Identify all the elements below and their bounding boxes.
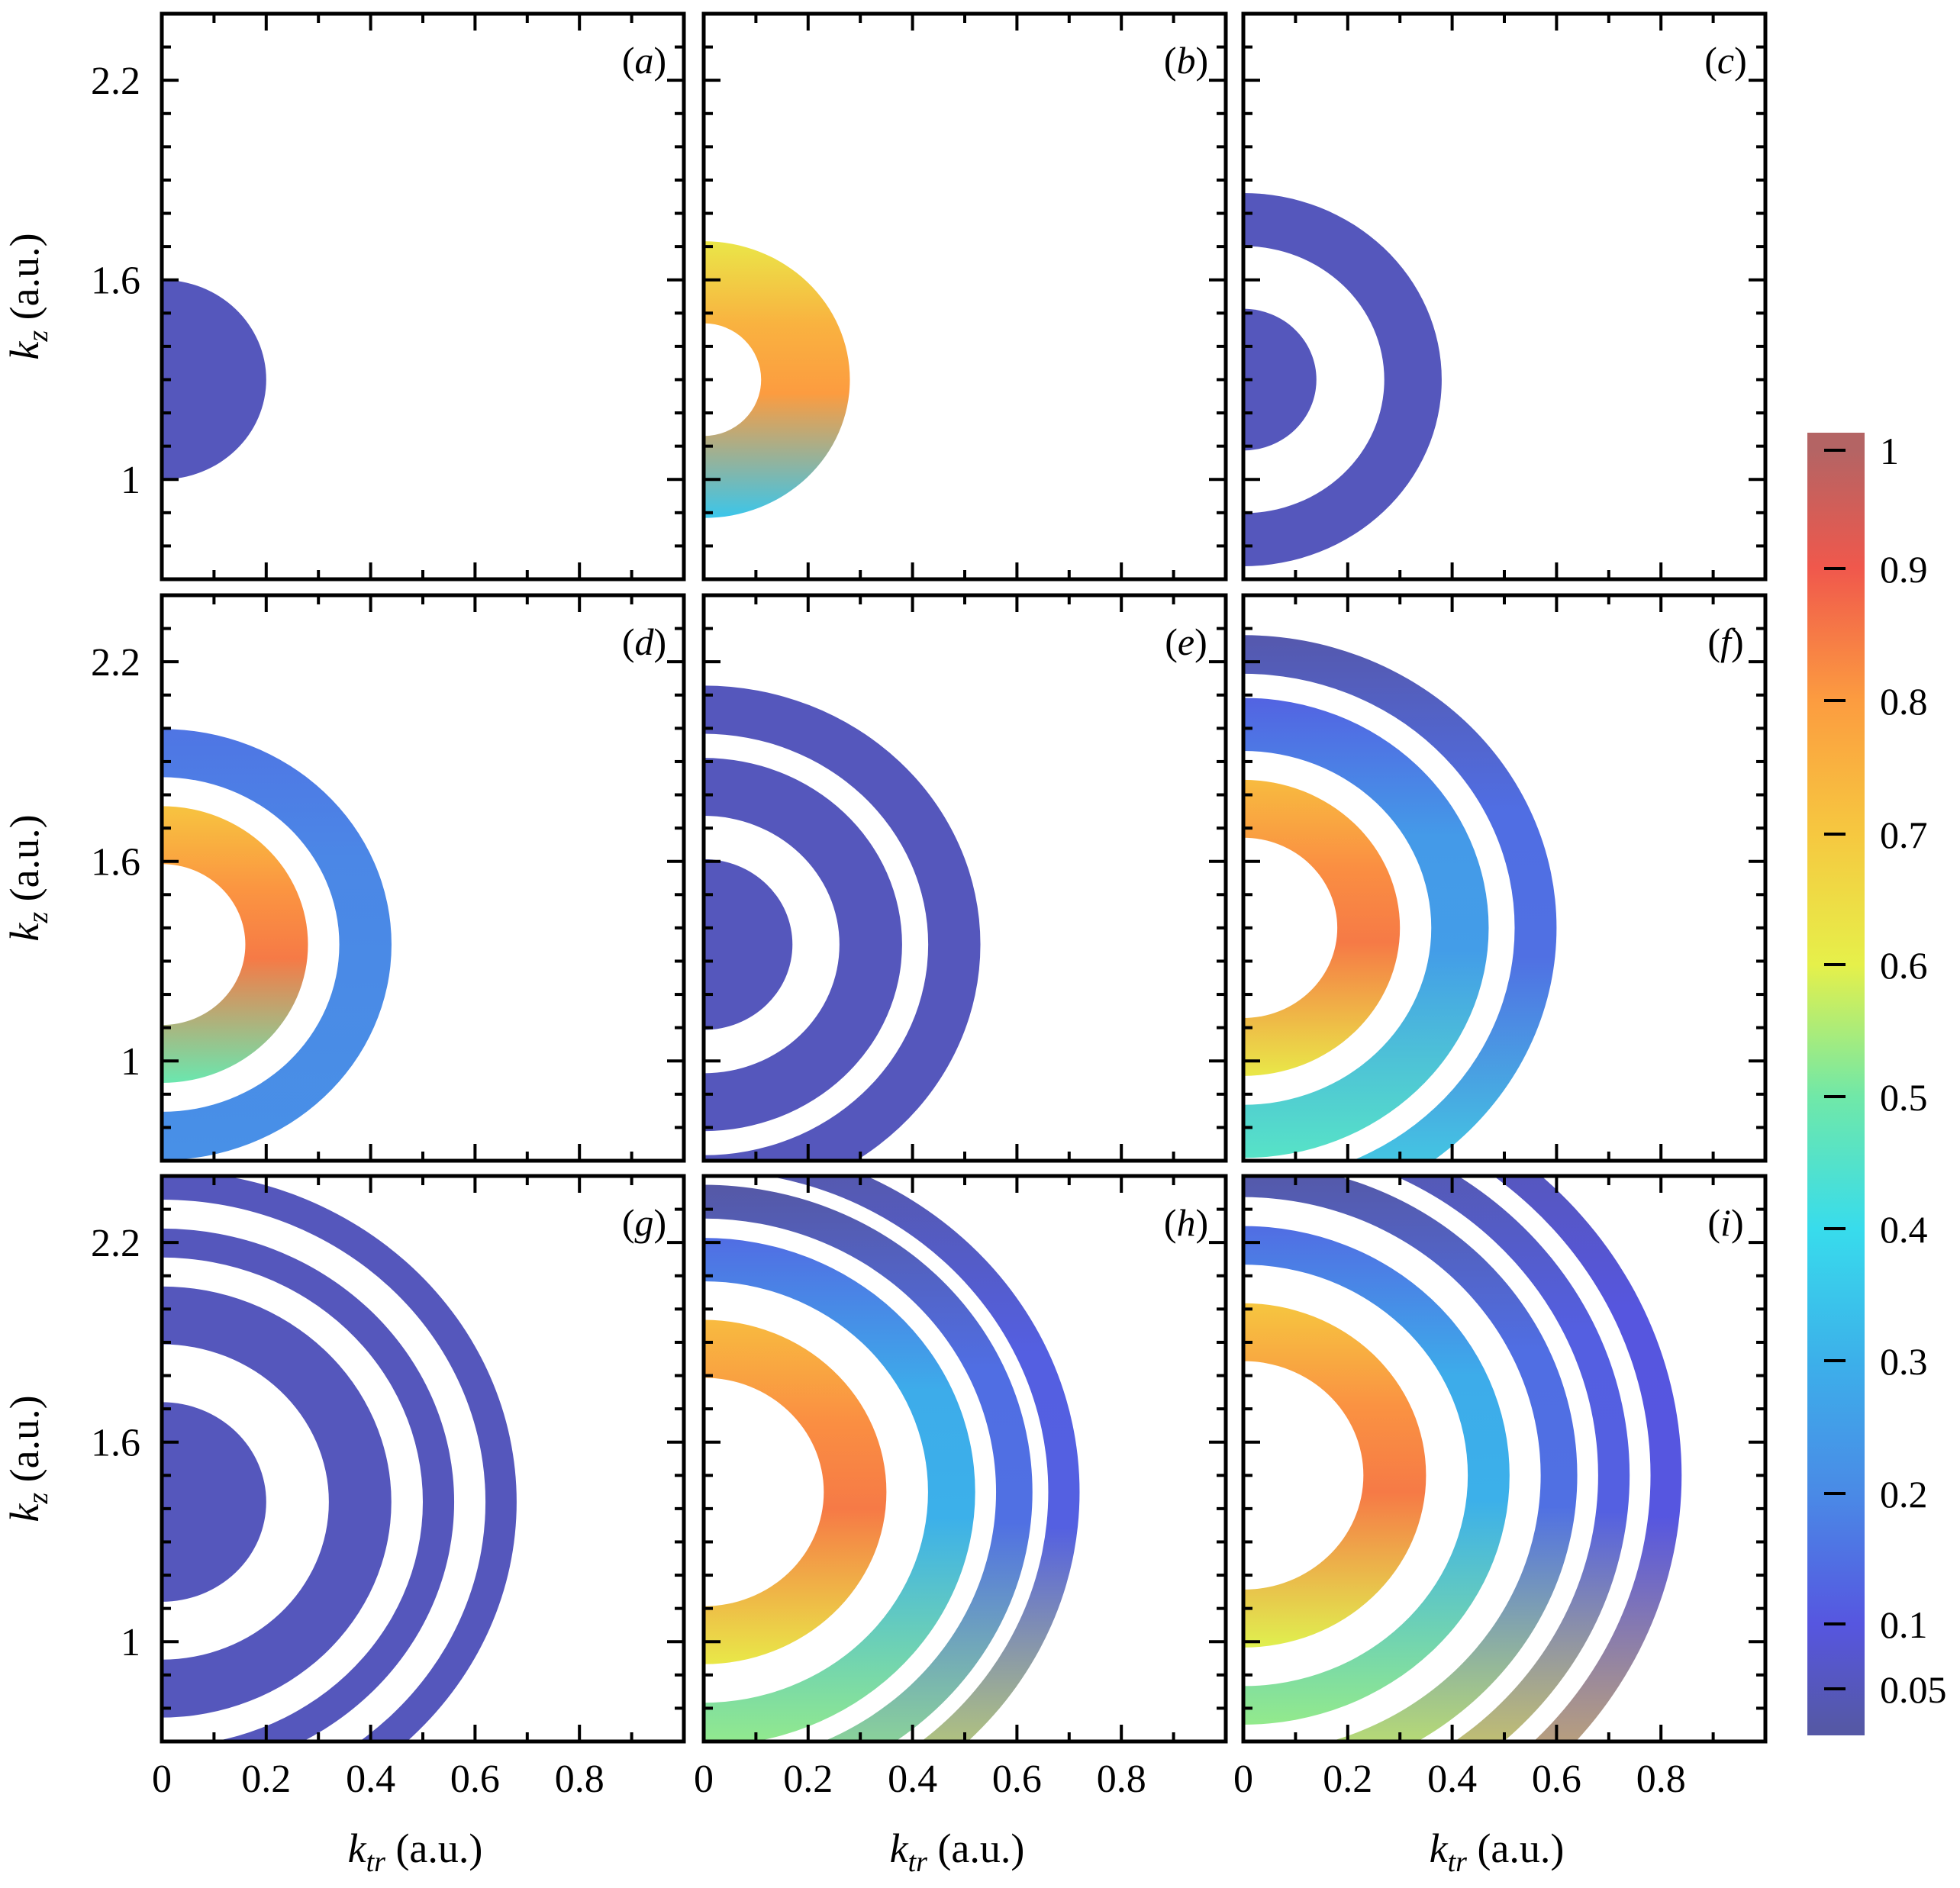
- x-tick-label: 0: [694, 1758, 714, 1801]
- ring-band: [162, 806, 308, 1084]
- panel-label: (g): [622, 1201, 666, 1244]
- panel-h: (h) 0 0.2 0.4 0.6 0.8: [694, 1174, 1228, 1801]
- ring-band: [162, 279, 266, 480]
- panel-label: (a): [622, 39, 666, 82]
- y-tick-label: 1.6: [91, 259, 140, 303]
- colorbar-tick-label: 0.3: [1880, 1340, 1928, 1383]
- ring-band: [162, 729, 392, 1161]
- panel-label: (c): [1704, 39, 1747, 82]
- y-tick-label: 2.2: [91, 641, 140, 685]
- ring-band: [704, 859, 793, 1030]
- y-tick-label: 2.2: [91, 60, 140, 103]
- x-tick-label: 0.6: [1532, 1758, 1581, 1801]
- x-axis-label: ktr (a.u.): [348, 1825, 483, 1878]
- panel-e: (e): [701, 593, 1228, 1163]
- y-axis-label: kz (a.u.): [2, 233, 54, 359]
- x-tick-label: 0.2: [1323, 1758, 1372, 1801]
- x-tick-label: 0.4: [888, 1758, 937, 1801]
- panel-g: (g) 1 1.6 2.2 0 0.2 0.4 0.6 0.8: [91, 1174, 686, 1801]
- colorbar-gradient: [1807, 433, 1865, 1735]
- ring-band: [162, 1286, 392, 1718]
- colorbar-tick-label: 0.7: [1880, 814, 1928, 856]
- panel-label: (f): [1707, 620, 1743, 663]
- y-axis-label: kz (a.u.): [2, 1395, 54, 1522]
- x-tick-label: 0.6: [450, 1758, 500, 1801]
- x-tick-label: 0: [1233, 1758, 1253, 1801]
- x-tick-label: 0.8: [555, 1758, 604, 1801]
- ring-band: [1243, 698, 1489, 1158]
- ring-band: [704, 1238, 975, 1741]
- ring-band: [704, 685, 981, 1161]
- panel-label: (d): [622, 620, 666, 663]
- colorbar-tick-label: 0.9: [1880, 548, 1928, 591]
- y-tick-label: 1: [121, 1040, 140, 1084]
- y-tick-label: 1: [121, 1621, 140, 1664]
- panel-c: (c): [1241, 11, 1768, 582]
- x-tick-label: 0.6: [992, 1758, 1042, 1801]
- colorbar-tick-label: 0.6: [1880, 944, 1928, 987]
- panel-i: (i) 0 0.2 0.4 0.6 0.8: [1233, 1174, 1768, 1801]
- colorbar: 1 0.9 0.8 0.7 0.6 0.5 0.4 0.3 0.2 0.1 0.05: [1807, 430, 1947, 1735]
- panel-a: (a) 1 1.6 2.2: [91, 11, 686, 582]
- x-axis-label: ktr (a.u.): [890, 1825, 1025, 1878]
- ring-band: [704, 1319, 887, 1664]
- ring-band: [704, 241, 850, 518]
- y-axis-label: kz (a.u.): [2, 814, 54, 941]
- x-tick-label: 0.2: [783, 1758, 833, 1801]
- x-tick-label: 0: [152, 1758, 172, 1801]
- panel-d: (d) 1 1.6 2.2: [91, 593, 686, 1163]
- ring-band: [162, 1228, 455, 1741]
- x-tick-label: 0.2: [241, 1758, 291, 1801]
- ring-band: [768, 1176, 1080, 1741]
- ring-band: [1493, 1176, 1682, 1741]
- ring-band: [704, 758, 902, 1132]
- ring-band: [1243, 1176, 1578, 1741]
- x-tick-label: 0.8: [1097, 1758, 1146, 1801]
- colorbar-tick-label: 0.4: [1880, 1208, 1928, 1251]
- ring-band: [1243, 779, 1401, 1076]
- axis-labels-layer: kz (a.u.) kz (a.u.) kz (a.u.) ktr (a.u.) ktr…: [2, 233, 1564, 1878]
- y-tick-label: 1.6: [91, 1422, 140, 1465]
- ring-band: [1243, 308, 1317, 451]
- colorbar-tick-label: 0.1: [1880, 1603, 1928, 1646]
- colorbar-tick-label: 0.5: [1880, 1076, 1928, 1119]
- ring-band: [162, 1402, 266, 1602]
- colorbar-tick-label: 0.8: [1880, 680, 1928, 723]
- panel-frame: [160, 11, 686, 582]
- y-tick-label: 1: [121, 459, 140, 502]
- panel-label: (i): [1707, 1201, 1743, 1244]
- y-tick-label: 2.2: [91, 1222, 140, 1265]
- x-axis-label: ktr (a.u.): [1430, 1825, 1565, 1878]
- x-tick-label: 0.4: [346, 1758, 395, 1801]
- colorbar-tick-label: 0.05: [1880, 1668, 1947, 1711]
- ring-band: [1243, 1226, 1510, 1725]
- colorbar-tick-label: 0.2: [1880, 1473, 1928, 1516]
- ring-band: [704, 1184, 1033, 1741]
- colorbar-tick-label: 1: [1880, 430, 1899, 472]
- panel-label: (b): [1164, 39, 1208, 82]
- ring-band: [1243, 1303, 1426, 1648]
- ring-band: [1243, 635, 1557, 1161]
- panel-label: (h): [1164, 1201, 1208, 1244]
- panel-f: (f): [1241, 593, 1768, 1163]
- y-tick-label: 1.6: [91, 841, 140, 884]
- x-tick-label: 0.4: [1427, 1758, 1477, 1801]
- ring-band: [1243, 192, 1442, 567]
- panel-label: (e): [1165, 620, 1207, 663]
- panels-layer: (a) 1 1.6 2.2 (b) (c) (d) 1 1.6 2.2 (e) (f) (g) 1 1.6 2…: [91, 11, 1768, 1801]
- panel-b: (b): [701, 11, 1228, 582]
- x-tick-label: 0.8: [1636, 1758, 1686, 1801]
